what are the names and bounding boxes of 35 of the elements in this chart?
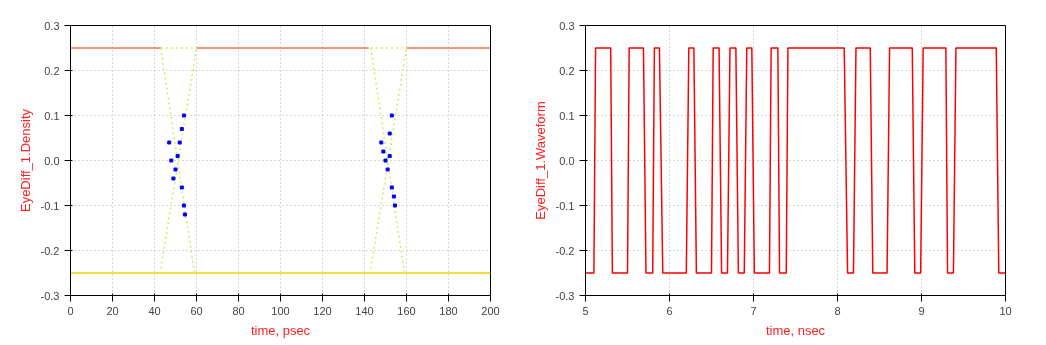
x-tick-label: 200 — [481, 304, 500, 317]
x-tick-label: 5 — [582, 304, 589, 317]
x-tick-label: 100 — [271, 304, 290, 317]
x-tick-label: 0 — [67, 304, 74, 317]
y-tick-label: 0.1 — [44, 109, 60, 122]
y-tick-label: 0.3 — [559, 19, 575, 32]
y-tick-label: -0.1 — [555, 199, 575, 212]
x-tick-label: 60 — [190, 304, 203, 317]
y-tick-label: 0.0 — [44, 154, 60, 167]
x-axis-title: time, psec — [250, 322, 311, 338]
x-tick-label: 6 — [666, 304, 673, 317]
x-axis-title: time, nsec — [765, 322, 826, 338]
x-tick-label: 10 — [999, 304, 1012, 317]
y-axis-title: EyeDiff_1.Density — [17, 108, 33, 213]
y-tick-label: 0.2 — [44, 64, 60, 77]
y-tick-label: -0.2 — [555, 244, 575, 257]
y-tick-label: 0.0 — [559, 154, 575, 167]
y-tick-label: -0.2 — [40, 244, 60, 257]
x-tick-label: 7 — [750, 304, 757, 317]
y-tick-label: 0.1 — [559, 109, 575, 122]
y-tick-label: -0.3 — [555, 289, 575, 302]
x-tick-label: 80 — [232, 304, 245, 317]
x-tick-label: 20 — [106, 304, 119, 317]
y-tick-label: 0.2 — [559, 64, 575, 77]
x-tick-label: 8 — [834, 304, 841, 317]
x-tick-label: 40 — [148, 304, 161, 317]
x-tick-label: 180 — [439, 304, 458, 317]
x-tick-label: 120 — [313, 304, 332, 317]
y-axis-title: EyeDiff_1.Waveform — [532, 101, 548, 220]
x-tick-label: 140 — [355, 304, 374, 317]
x-tick-label: 160 — [397, 304, 416, 317]
x-tick-label: 9 — [918, 304, 925, 317]
y-tick-label: -0.3 — [40, 289, 60, 302]
y-tick-label: -0.1 — [40, 199, 60, 212]
y-tick-label: 0.3 — [44, 19, 60, 32]
